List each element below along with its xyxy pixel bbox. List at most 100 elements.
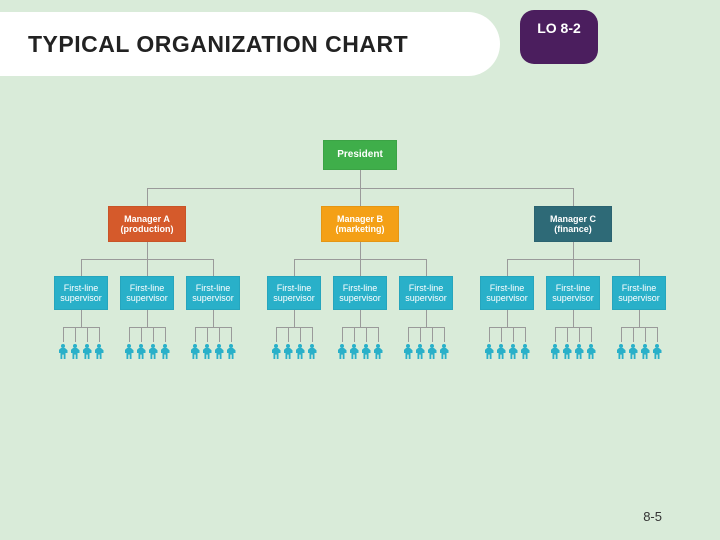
node-supervisor-0-1: First-linesupervisor [120,276,174,310]
connector [633,327,634,342]
person-icon [440,344,449,360]
connector [213,259,214,276]
connector [573,259,574,276]
node-supervisor-0-2: First-linesupervisor [186,276,240,310]
person-icon [83,344,92,360]
person-icon [149,344,158,360]
connector [288,327,289,342]
person-icon [551,344,560,360]
node-supervisor-2-1: First-linesupervisor [546,276,600,310]
header-bar: TYPICAL ORGANIZATION CHART [0,12,500,76]
connector [213,310,214,327]
connector [621,327,622,342]
person-icon [374,344,383,360]
connector [63,327,64,342]
person-icon [59,344,68,360]
person-icon [284,344,293,360]
person-icon [227,344,236,360]
connector [129,327,165,328]
connector [489,327,525,328]
person-icon [629,344,638,360]
connector [342,327,343,342]
connector [555,327,591,328]
connector [408,327,409,342]
connector [657,327,658,342]
connector [165,327,166,342]
connector [360,259,361,276]
connector [195,327,231,328]
connector [444,327,445,342]
connector [645,327,646,342]
connector [99,327,100,342]
connector [366,327,367,342]
node-supervisor-2-2: First-linesupervisor [612,276,666,310]
person-icon [296,344,305,360]
node-manager-0: Manager A(production) [108,206,186,242]
people-group-1-1 [338,344,383,360]
node-president: President [323,140,397,170]
people-group-2-2 [617,344,662,360]
people-group-0-1 [125,344,170,360]
person-icon [563,344,572,360]
connector [195,327,196,342]
person-icon [95,344,104,360]
connector [294,259,295,276]
connector [360,242,361,259]
lo-badge: LO 8-2 [520,10,598,64]
person-icon [203,344,212,360]
connector [639,259,640,276]
connector [153,327,154,342]
connector [147,188,148,206]
person-icon [362,344,371,360]
people-group-2-1 [551,344,596,360]
node-supervisor-1-2: First-linesupervisor [399,276,453,310]
people-group-0-2 [191,344,236,360]
connector [207,327,208,342]
connector [360,170,361,188]
people-group-1-0 [272,344,317,360]
person-icon [416,344,425,360]
page-title: TYPICAL ORGANIZATION CHART [28,31,408,58]
connector [408,327,444,328]
connector [525,327,526,342]
connector [87,327,88,342]
connector [75,327,76,342]
person-icon [272,344,281,360]
connector [567,327,568,342]
person-icon [497,344,506,360]
connector [276,327,312,328]
node-supervisor-0-0: First-linesupervisor [54,276,108,310]
connector [378,327,379,342]
people-group-2-0 [485,344,530,360]
connector [147,259,148,276]
connector [426,259,427,276]
connector [573,242,574,259]
connector [231,327,232,342]
node-manager-1: Manager B(marketing) [321,206,399,242]
connector [147,242,148,259]
connector [360,188,361,206]
connector [81,259,82,276]
connector [147,310,148,327]
person-icon [521,344,530,360]
person-icon [617,344,626,360]
connector [513,327,514,342]
people-group-1-2 [404,344,449,360]
node-supervisor-1-1: First-linesupervisor [333,276,387,310]
node-manager-2: Manager C(finance) [534,206,612,242]
connector [219,327,220,342]
person-icon [161,344,170,360]
node-supervisor-1-0: First-linesupervisor [267,276,321,310]
lo-badge-text: LO 8-2 [537,20,581,36]
person-icon [308,344,317,360]
connector [579,327,580,342]
people-group-0-0 [59,344,104,360]
connector [621,327,657,328]
person-icon [350,344,359,360]
node-supervisor-2-0: First-linesupervisor [480,276,534,310]
person-icon [509,344,518,360]
connector [312,327,313,342]
connector [573,310,574,327]
person-icon [575,344,584,360]
connector [426,310,427,327]
